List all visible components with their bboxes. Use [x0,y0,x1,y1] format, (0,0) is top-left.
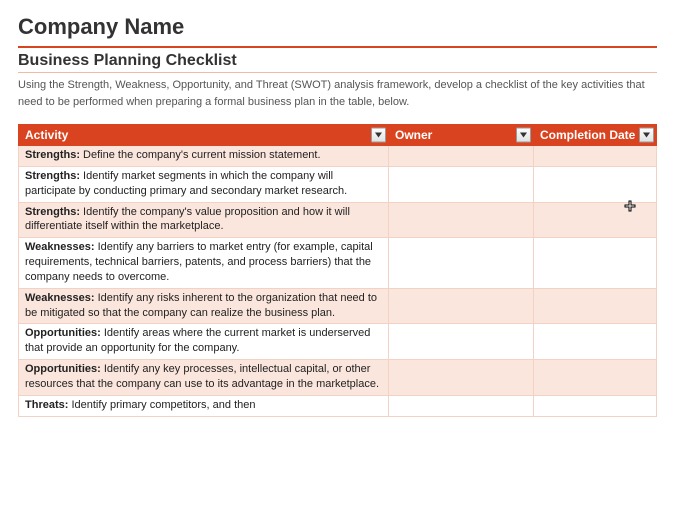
table-body: Strengths: Define the company's current … [19,146,657,417]
activity-category: Strengths: [25,149,80,161]
cell-activity[interactable]: Strengths: Identify market segments in w… [19,166,389,202]
activity-category: Strengths: [25,206,80,218]
activity-category: Opportunities: [25,363,101,375]
checklist-table: Activity Owner Completion Date Strengths… [18,124,657,417]
table-header-row: Activity Owner Completion Date [19,125,657,146]
table-row[interactable]: Weaknesses: Identify any risks inherent … [19,288,657,324]
col-header-owner-label: Owner [395,128,432,142]
chevron-down-icon [643,133,650,138]
col-header-owner[interactable]: Owner [389,125,534,146]
cell-owner[interactable] [389,238,534,289]
cell-activity[interactable]: Weaknesses: Identify any barriers to mar… [19,238,389,289]
col-header-activity-label: Activity [25,128,68,142]
cell-date[interactable] [534,360,657,396]
table-row[interactable]: Opportunities: Identify areas where the … [19,324,657,360]
cell-activity[interactable]: Strengths: Identify the company's value … [19,202,389,238]
divider-heavy [18,46,657,48]
cell-owner[interactable] [389,288,534,324]
cell-activity[interactable]: Strengths: Define the company's current … [19,146,389,167]
table-row[interactable]: Weaknesses: Identify any barriers to mar… [19,238,657,289]
cell-date[interactable] [534,166,657,202]
cell-owner[interactable] [389,166,534,202]
cell-owner[interactable] [389,324,534,360]
chevron-down-icon [375,133,382,138]
table-row[interactable]: Strengths: Define the company's current … [19,146,657,167]
cell-date[interactable] [534,238,657,289]
activity-text: Define the company's current mission sta… [80,149,321,161]
cell-date[interactable] [534,395,657,416]
company-name: Company Name [18,14,657,40]
cell-date[interactable] [534,146,657,167]
cell-owner[interactable] [389,202,534,238]
cell-activity[interactable]: Weaknesses: Identify any risks inherent … [19,288,389,324]
table-row[interactable]: Strengths: Identify market segments in w… [19,166,657,202]
activity-category: Opportunities: [25,327,101,339]
col-header-date-label: Completion Date [540,128,635,142]
cell-activity[interactable]: Opportunities: Identify any key processe… [19,360,389,396]
activity-text: Identify primary competitors, and then [68,399,255,411]
table-row[interactable]: Strengths: Identify the company's value … [19,202,657,238]
cell-date[interactable] [534,288,657,324]
cell-owner[interactable] [389,395,534,416]
activity-category: Strengths: [25,170,80,182]
page-subtitle: Business Planning Checklist [18,52,657,70]
filter-dropdown-owner[interactable] [516,128,531,143]
filter-dropdown-date[interactable] [639,128,654,143]
activity-category: Weaknesses: [25,241,95,253]
cell-date[interactable] [534,324,657,360]
filter-dropdown-activity[interactable] [371,128,386,143]
col-header-date[interactable]: Completion Date [534,125,657,146]
cell-owner[interactable] [389,360,534,396]
table-row[interactable]: Threats: Identify primary competitors, a… [19,395,657,416]
divider-light [18,72,657,73]
cell-activity[interactable]: Threats: Identify primary competitors, a… [19,395,389,416]
activity-category: Threats: [25,399,68,411]
cell-date[interactable] [534,202,657,238]
cell-activity[interactable]: Opportunities: Identify areas where the … [19,324,389,360]
chevron-down-icon [520,133,527,138]
activity-category: Weaknesses: [25,292,95,304]
cell-owner[interactable] [389,146,534,167]
intro-text: Using the Strength, Weakness, Opportunit… [18,77,657,110]
col-header-activity[interactable]: Activity [19,125,389,146]
table-row[interactable]: Opportunities: Identify any key processe… [19,360,657,396]
